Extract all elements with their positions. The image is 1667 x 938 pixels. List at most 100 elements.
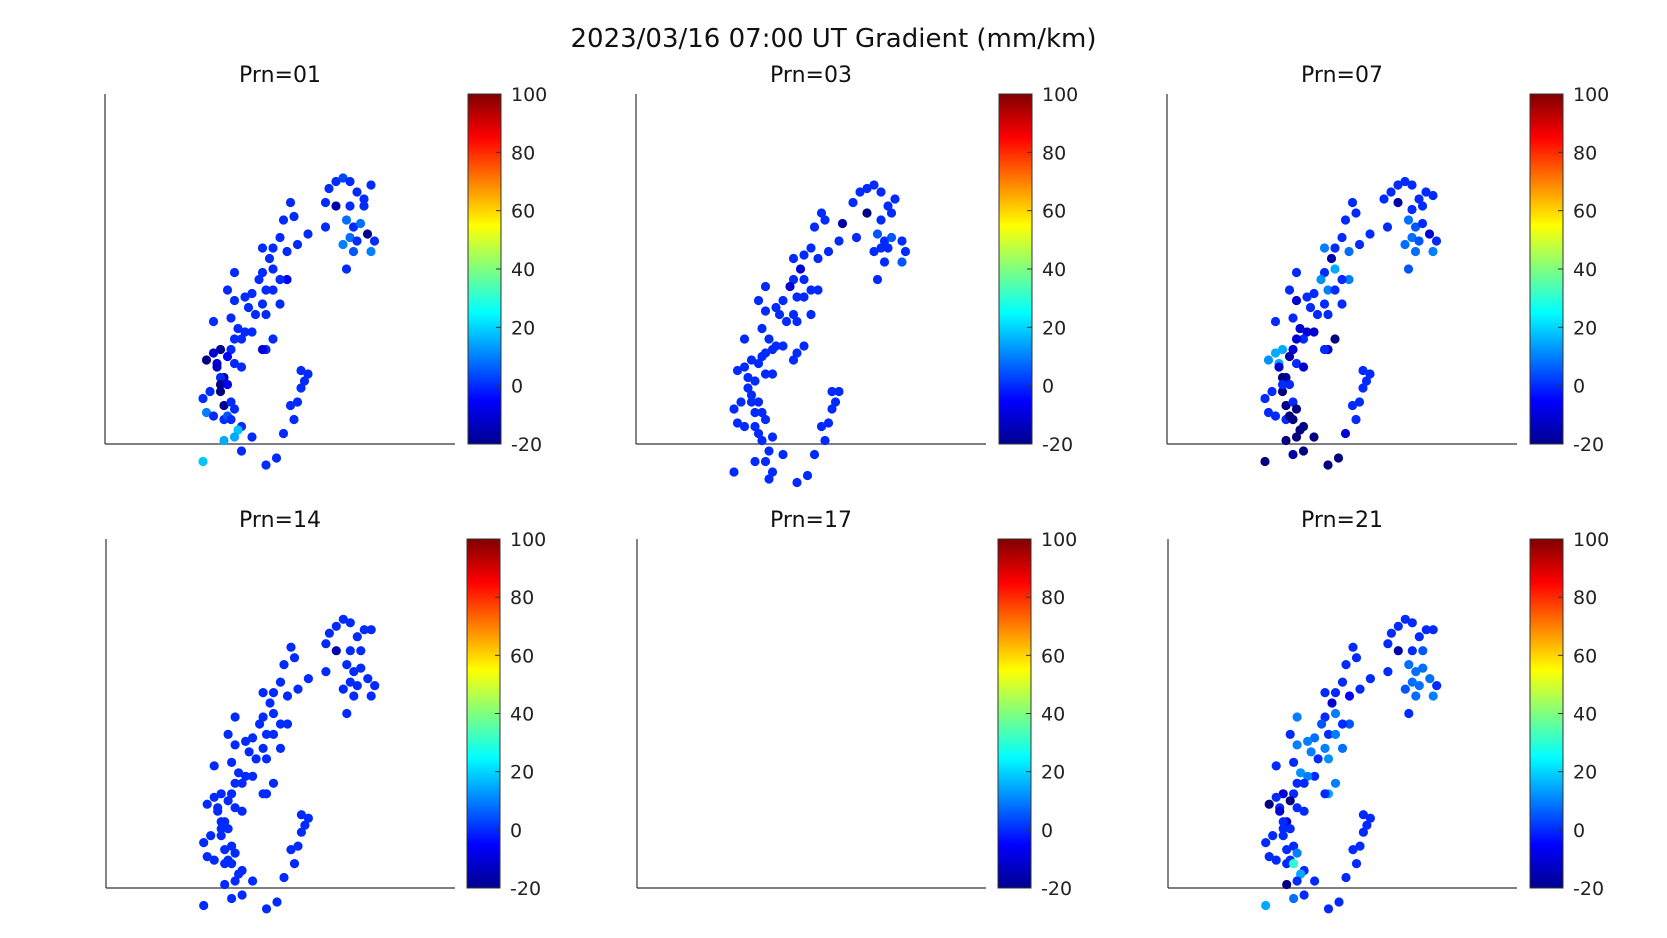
data-point [1417, 201, 1428, 211]
data-point [1292, 778, 1302, 788]
data-point [264, 253, 275, 264]
data-point [1337, 677, 1348, 687]
data-point [886, 232, 897, 243]
data-point [220, 879, 230, 890]
data-point [1263, 407, 1274, 418]
data-point [223, 824, 233, 834]
data-point [369, 236, 380, 246]
data-point [799, 274, 809, 285]
data-point [356, 663, 366, 673]
data-point [1320, 789, 1330, 799]
data-point [1298, 334, 1309, 344]
data-point [345, 176, 355, 187]
data-point [1365, 813, 1375, 823]
data-point [1288, 414, 1298, 425]
data-point [229, 432, 240, 442]
data-point [1348, 845, 1358, 855]
data-point [1428, 246, 1438, 257]
data-point [1319, 344, 1330, 355]
data-point [241, 771, 251, 781]
data-point [275, 232, 285, 243]
data-point [1421, 625, 1431, 635]
colorbar-tick-label: 60 [1042, 201, 1066, 223]
data-point [233, 323, 243, 334]
data-point [1417, 218, 1428, 229]
colorbar-tick-label: 60 [510, 645, 534, 667]
data-point [799, 292, 809, 302]
data-point [848, 197, 858, 208]
subplot-title: Prn=17 [770, 508, 852, 533]
data-point [275, 274, 285, 285]
data-point [739, 334, 750, 344]
data-point [341, 264, 352, 274]
data-point [1330, 708, 1341, 719]
data-point [338, 239, 348, 250]
data-point [1305, 302, 1316, 313]
colorbar-tick-label: 40 [1573, 704, 1597, 726]
data-point [1403, 264, 1414, 274]
data-point [890, 194, 900, 204]
data-point [816, 421, 827, 432]
data-point [1400, 239, 1410, 250]
data-point [823, 246, 834, 257]
data-point [1295, 425, 1305, 435]
data-point [366, 691, 376, 701]
data-point [209, 855, 219, 865]
colorbar-tick-label: 0 [1042, 376, 1054, 398]
data-point [292, 397, 303, 407]
data-point [229, 267, 240, 278]
data-point [1354, 239, 1365, 250]
data-point [872, 229, 883, 239]
data-point [1428, 190, 1438, 201]
data-point [254, 274, 264, 285]
data-point [1340, 215, 1351, 225]
colorbar-tick-label: 40 [511, 259, 535, 281]
data-point [1400, 684, 1410, 694]
colorbar-tick-label: 60 [1573, 201, 1597, 223]
data-point [1285, 824, 1295, 834]
data-point [321, 667, 331, 677]
data-point [1330, 729, 1341, 740]
data-point [1284, 285, 1295, 295]
data-point [230, 778, 240, 788]
colorbar [1529, 538, 1564, 889]
data-point [1348, 642, 1358, 652]
data-point [1323, 460, 1333, 470]
data-point [1288, 313, 1298, 323]
colorbar-tick-label: 0 [1573, 820, 1585, 842]
data-point [1410, 246, 1421, 257]
data-point [226, 313, 236, 323]
data-point [1291, 295, 1302, 306]
data-point [1393, 621, 1403, 631]
data-point [320, 197, 331, 208]
data-point [282, 691, 293, 701]
data-point [345, 618, 355, 628]
subplot-title: Prn=03 [770, 63, 852, 88]
data-point [1291, 432, 1302, 442]
data-point [1341, 872, 1351, 883]
data-point [806, 309, 816, 320]
data-point [237, 778, 247, 788]
data-point [1298, 362, 1309, 372]
data-point [876, 215, 886, 225]
data-point [1310, 733, 1320, 743]
data-point [862, 208, 872, 218]
data-point [362, 229, 373, 239]
colorbar-tick-label: 80 [1573, 142, 1597, 164]
data-point [1407, 677, 1417, 687]
data-point [247, 432, 257, 442]
data-point [767, 467, 778, 477]
subplot-6: Prn=21 100 80 60 40 20 0 -20 [1167, 508, 1609, 914]
data-point [1323, 285, 1333, 295]
data-point [247, 327, 257, 337]
colorbar [1529, 93, 1564, 445]
data-point [268, 708, 279, 719]
data-point [202, 852, 212, 862]
data-point [1425, 674, 1435, 684]
data-point [1309, 432, 1319, 442]
data-point [806, 285, 816, 295]
data-point [205, 386, 215, 397]
data-point [1358, 365, 1368, 376]
data-point [1365, 229, 1375, 239]
data-point [1278, 789, 1288, 799]
